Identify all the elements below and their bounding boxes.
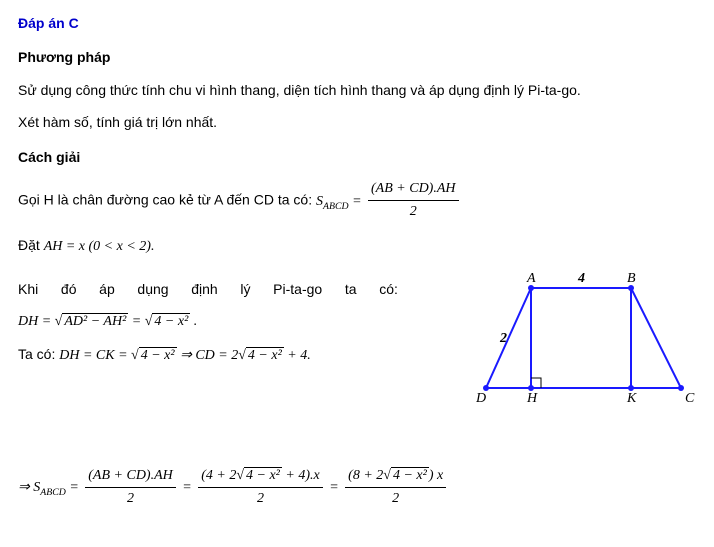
- w8: có:: [379, 278, 398, 300]
- line-set-word: Đặt: [18, 237, 40, 253]
- line-h-text: Gọi H là chân đường cao kẻ từ A đến CD t…: [18, 192, 312, 208]
- eq3: =: [69, 480, 82, 495]
- w3: dụng: [137, 278, 168, 300]
- final-f3: (8 + 2√4 − x²) x 2: [345, 465, 446, 511]
- cd-tail: + 4.: [284, 348, 311, 363]
- answer-label: Đáp án C: [18, 12, 696, 34]
- ck-rad: 4 − x²: [139, 347, 177, 363]
- f2-rad: 4 − x²: [244, 467, 282, 483]
- row-with-figure: Khi đó áp dụng định lý Pi-ta-go ta có: D…: [18, 268, 696, 424]
- final-s-sub: ABCD: [40, 486, 66, 497]
- final-f1-den: 2: [85, 488, 176, 510]
- svg-text:K: K: [626, 391, 637, 406]
- line-set: Đặt AH = x (0 < x < 2).: [18, 234, 696, 258]
- w7: ta: [345, 278, 357, 300]
- taco: Ta có:: [18, 346, 55, 362]
- s-sub: ABCD: [323, 200, 349, 211]
- svg-text:D: D: [476, 391, 486, 406]
- final-f2: (4 + 2√4 − x² + 4).x 2: [198, 465, 322, 511]
- svg-text:A: A: [526, 271, 536, 286]
- eq5: =: [329, 480, 342, 495]
- w1: đó: [61, 278, 77, 300]
- f3-rad: 4 − x²: [391, 467, 429, 483]
- final-expr: ⇒ SABCD = (AB + CD).AH 2 = (4 + 2√4 − x²…: [18, 465, 696, 511]
- cd-rad: 4 − x²: [246, 347, 284, 363]
- w5: lý: [240, 278, 250, 300]
- svg-text:2: 2: [499, 331, 507, 346]
- final-pre: ⇒: [18, 480, 33, 495]
- dh-rad1: AD² − AH²: [62, 313, 128, 329]
- method-title: Phương pháp: [18, 46, 696, 68]
- method-line-2: Xét hàm số, tính giá trị lớn nhất.: [18, 111, 696, 133]
- w6: Pi-ta-go: [273, 278, 322, 300]
- impl1: ⇒: [177, 348, 196, 363]
- w2: áp: [99, 278, 115, 300]
- line-pyth: Khi đó áp dụng định lý Pi-ta-go ta có:: [18, 278, 398, 300]
- frac-area: (AB + CD).AH 2: [368, 178, 459, 224]
- frac-area-num: (AB + CD).AH: [368, 178, 459, 201]
- f2-den: 2: [198, 488, 322, 510]
- f3-den: 2: [345, 488, 446, 510]
- f2-post: + 4).x: [282, 468, 320, 483]
- dot1: .: [190, 314, 197, 329]
- eq2: =: [132, 314, 145, 329]
- trapezoid-figure: A B D C H K 4 2: [476, 268, 696, 424]
- s-label: S: [316, 194, 323, 209]
- frac-area-den: 2: [368, 201, 459, 223]
- w0: Khi: [18, 278, 38, 300]
- set-expr: AH = x (0 < x < 2).: [44, 239, 155, 254]
- eq4: =: [182, 480, 195, 495]
- method-line-1: Sử dụng công thức tính chu vi hình thang…: [18, 79, 696, 101]
- svg-text:4: 4: [577, 271, 585, 286]
- svg-text:C: C: [685, 391, 695, 406]
- final-f1: (AB + CD).AH 2: [85, 465, 176, 511]
- f2-pre: (4 + 2: [201, 468, 236, 483]
- f3-pre: (8 + 2: [348, 468, 383, 483]
- svg-text:B: B: [627, 271, 636, 286]
- line-cd: Ta có: DH = CK = √4 − x² ⇒ CD = 2√4 − x²…: [18, 343, 458, 367]
- solve-title: Cách giải: [18, 146, 696, 168]
- cd-lhs: CD = 2: [195, 348, 238, 363]
- dh-expr: DH = √AD² − AH² = √4 − x² .: [18, 311, 458, 333]
- eq1: =: [352, 194, 365, 209]
- ck-lhs: DH = CK =: [59, 348, 131, 363]
- svg-text:H: H: [526, 391, 538, 406]
- final-f1-num: (AB + CD).AH: [85, 465, 176, 488]
- f3-post: ) x: [429, 468, 443, 483]
- line-h: Gọi H là chân đường cao kẻ từ A đến CD t…: [18, 178, 696, 224]
- dh-lhs: DH =: [18, 314, 55, 329]
- dh-rad2: 4 − x²: [152, 313, 190, 329]
- w4: định: [191, 278, 217, 300]
